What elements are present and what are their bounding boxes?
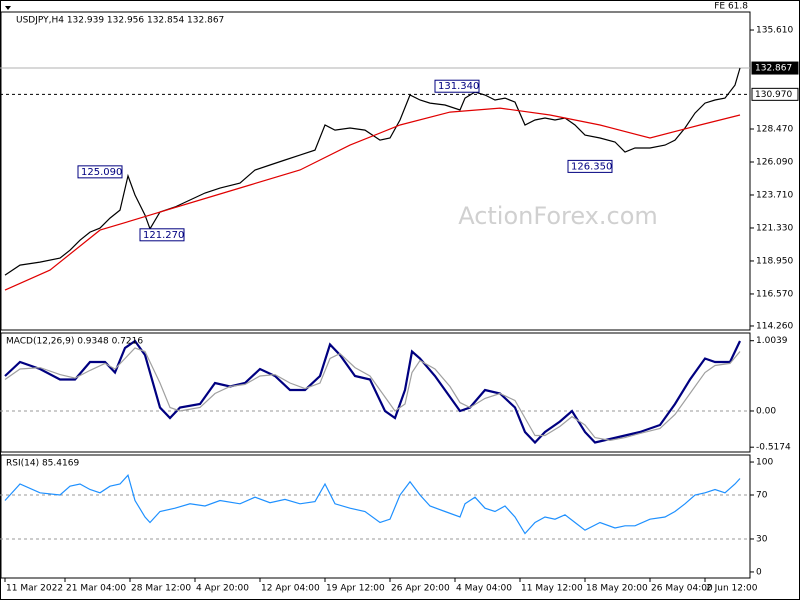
panel-frame bbox=[0, 454, 751, 579]
annotation-box bbox=[77, 165, 123, 179]
y-tick-label: 116.570 bbox=[756, 289, 793, 299]
series-line bbox=[4, 347, 741, 442]
level-label-box bbox=[751, 61, 799, 75]
x-tick-label: 21 Mar 04:00 bbox=[66, 584, 126, 594]
panel-frame bbox=[0, 332, 751, 453]
panel-note: FE 61.8 bbox=[714, 2, 748, 12]
x-tick-label: 11 May 12:00 bbox=[521, 584, 583, 594]
x-tick-label: 26 May 04:00 bbox=[651, 584, 713, 594]
y-tick-label: 100 bbox=[756, 458, 773, 468]
annotation-label: 125.090 bbox=[81, 167, 122, 178]
x-tick-label: 11 Mar 2022 bbox=[6, 584, 63, 594]
x-tick-label: 26 Apr 20:00 bbox=[391, 584, 450, 594]
x-tick-label: 4 May 04:00 bbox=[456, 584, 512, 594]
y-tick-label: 114.260 bbox=[756, 321, 793, 331]
panel-frame bbox=[0, 11, 751, 331]
annotation-box bbox=[434, 79, 480, 93]
panel-title: RSI(14) 85.4169 bbox=[6, 459, 79, 469]
y-tick-label: 0 bbox=[756, 567, 762, 577]
x-tick-label: 18 May 20:00 bbox=[586, 584, 648, 594]
y-tick-label: 118.950 bbox=[756, 256, 793, 266]
series-line bbox=[4, 473, 741, 535]
menu-arrow bbox=[5, 6, 11, 10]
panel-title: MACD(12,26,9) 0.9348 0.7216 bbox=[6, 337, 143, 347]
y-tick-label: 135.610 bbox=[756, 26, 793, 36]
x-tick-label: 12 Apr 04:00 bbox=[261, 584, 320, 594]
y-tick-label: 70 bbox=[756, 491, 768, 501]
y-tick-label: 0.00 bbox=[756, 406, 776, 416]
series-line bbox=[4, 107, 741, 291]
annotation-box bbox=[139, 228, 185, 242]
panel-title: USDJPY,H4 132.939 132.956 132.854 132.86… bbox=[16, 16, 224, 26]
level-label: 130.970 bbox=[755, 90, 792, 100]
x-tick-label: 19 Apr 12:00 bbox=[326, 584, 385, 594]
level-label-box bbox=[751, 87, 799, 101]
y-tick-label: 30 bbox=[756, 534, 768, 544]
annotation-label: 126.350 bbox=[571, 161, 612, 172]
y-tick-label: 126.090 bbox=[756, 157, 793, 167]
level-label: 132.867 bbox=[755, 64, 792, 74]
annotation-box bbox=[567, 159, 613, 173]
annotation-label: 131.340 bbox=[438, 81, 479, 92]
x-tick-label: 28 Mar 12:00 bbox=[131, 584, 191, 594]
y-tick-label: 121.330 bbox=[756, 223, 793, 233]
y-tick-label: -0.5174 bbox=[756, 443, 791, 453]
annotation-label: 121.270 bbox=[143, 230, 184, 241]
y-tick-label: 123.710 bbox=[756, 190, 793, 200]
y-tick-label: 1.0039 bbox=[756, 336, 788, 346]
series-line bbox=[4, 67, 741, 276]
y-tick-label: 128.470 bbox=[756, 124, 793, 134]
x-tick-label: 4 Apr 20:00 bbox=[196, 584, 249, 594]
x-tick-label: 2 Jun 12:00 bbox=[706, 584, 758, 594]
watermark: ActionForex.com bbox=[458, 202, 658, 230]
